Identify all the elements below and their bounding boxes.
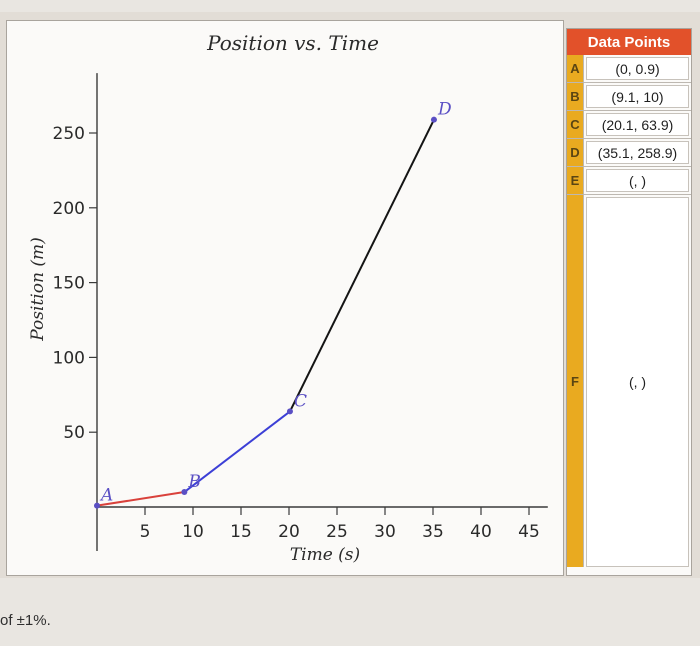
x-tick-label: 30 (374, 522, 396, 542)
row-letter: D (567, 139, 584, 166)
position-time-chart[interactable]: Position vs. Time 5 10 15 20 25 30 35 40 45 50 100… (7, 21, 563, 575)
x-tick-label: 25 (326, 522, 348, 542)
y-tick-label: 250 (53, 124, 85, 144)
graph-area[interactable]: Position vs. Time 5 10 15 20 25 30 35 40 45 50 100… (6, 20, 564, 576)
y-tick-label: 100 (53, 348, 85, 368)
row-value-field[interactable]: (20.1, 63.9) (586, 113, 689, 136)
data-points-table: Data Points A (0, 0.9) B (9.1, 10) C (20… (566, 28, 692, 576)
table-row-e[interactable]: E (, ) (567, 167, 691, 195)
row-letter: B (567, 83, 584, 110)
row-value-field[interactable]: (, ) (586, 169, 689, 192)
row-value-field[interactable]: (0, 0.9) (586, 57, 689, 80)
table-row-d[interactable]: D (35.1, 258.9) (567, 139, 691, 167)
ticks: 5 10 15 20 25 30 35 40 45 50 100 150 200 250 (53, 124, 540, 542)
point-b (181, 489, 188, 496)
table-row-a[interactable]: A (0, 0.9) (567, 55, 691, 83)
point-c (286, 408, 293, 415)
segment-a-b (96, 491, 185, 507)
segment-c-d (289, 119, 435, 412)
footnote-text: of ±1%. (0, 612, 51, 629)
point-label-d: D (437, 100, 452, 120)
table-header: Data Points (567, 29, 691, 55)
point-markers: A B C D (94, 100, 452, 509)
row-value-field[interactable]: (, ) (586, 197, 689, 567)
x-tick-label: 40 (470, 522, 492, 542)
row-letter: F (567, 195, 584, 567)
row-letter: E (567, 167, 584, 194)
x-tick-label: 45 (518, 522, 540, 542)
line-segments (96, 119, 435, 507)
table-row-b[interactable]: B (9.1, 10) (567, 83, 691, 111)
y-tick-label: 200 (53, 199, 85, 219)
point-d (430, 116, 437, 123)
point-label-c: C (294, 391, 307, 411)
y-tick-label: 50 (63, 423, 85, 443)
table-row-f[interactable]: F (, ) (567, 195, 691, 567)
point-label-a: A (99, 486, 113, 506)
row-letter: A (567, 55, 584, 82)
x-tick-label: 15 (230, 522, 252, 542)
chart-title: Position vs. Time (206, 31, 379, 55)
x-tick-label: 10 (182, 522, 204, 542)
segment-b-c (183, 410, 291, 493)
x-tick-label: 35 (422, 522, 444, 542)
y-axis-label: Position (m) (28, 237, 48, 341)
x-tick-label: 5 (140, 522, 151, 542)
point-label-b: B (187, 472, 201, 492)
row-letter: C (567, 111, 584, 138)
x-tick-label: 20 (278, 522, 300, 542)
x-axis-label: Time (s) (290, 545, 360, 565)
y-tick-label: 150 (53, 274, 85, 294)
row-value-field[interactable]: (35.1, 258.9) (586, 141, 689, 164)
row-value-field[interactable]: (9.1, 10) (586, 85, 689, 108)
table-row-c[interactable]: C (20.1, 63.9) (567, 111, 691, 139)
axes (96, 73, 548, 551)
point-a (94, 502, 100, 509)
